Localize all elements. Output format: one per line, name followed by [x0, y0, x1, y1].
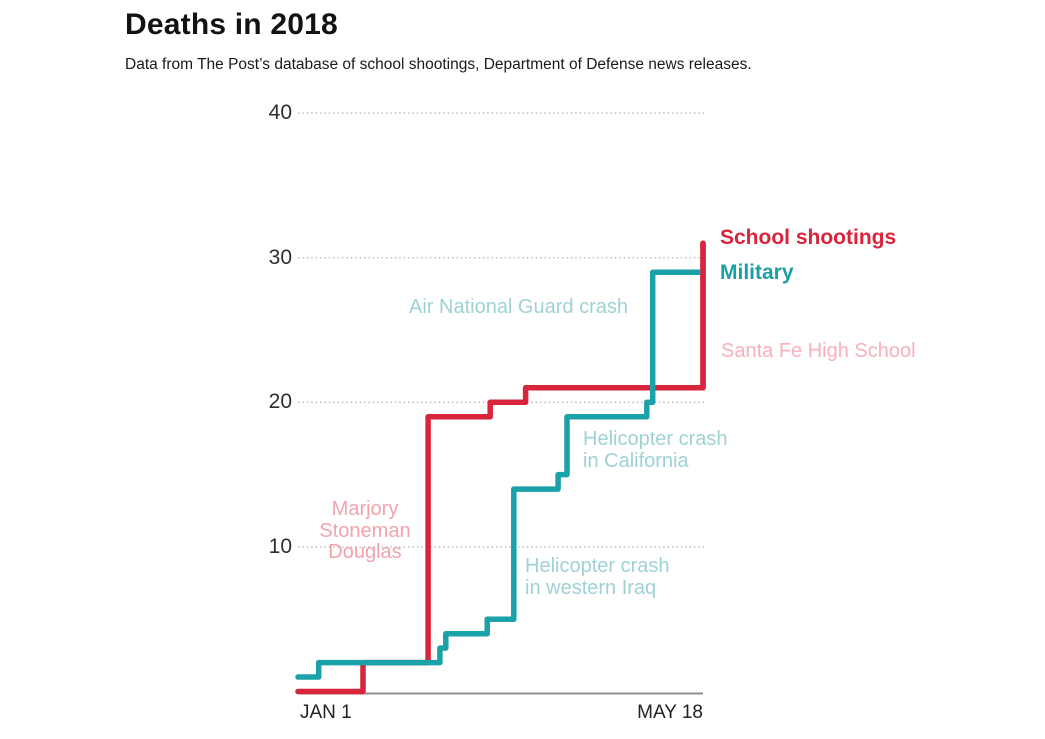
- annotation-marjory-stoneman-douglas: Marjory Stoneman Douglas: [319, 498, 411, 563]
- y-axis-tick-label-40: 40: [268, 101, 292, 125]
- y-axis-tick-label-20: 20: [268, 390, 292, 414]
- annotation-helicopter-crash-western-iraq: Helicopter crash in western Iraq: [525, 555, 670, 599]
- legend-school-shootings: School shootings: [720, 226, 897, 249]
- page-subtitle: Data from The Post’s database of school …: [125, 56, 752, 73]
- annotation-santa-fe-high-school: Santa Fe High School: [721, 340, 916, 362]
- y-axis-tick-label-10: 10: [268, 534, 292, 558]
- y-axis-tick-label-30: 30: [268, 245, 292, 269]
- annotation-helicopter-crash-california: Helicopter crash in California: [583, 428, 728, 472]
- annotation-air-national-guard-crash: Air National Guard crash: [409, 296, 628, 318]
- x-axis-label-start: JAN 1: [300, 702, 352, 723]
- legend-military: Military: [720, 261, 794, 284]
- page-title: Deaths in 2018: [125, 8, 338, 41]
- x-axis-label-end: MAY 18: [637, 702, 703, 723]
